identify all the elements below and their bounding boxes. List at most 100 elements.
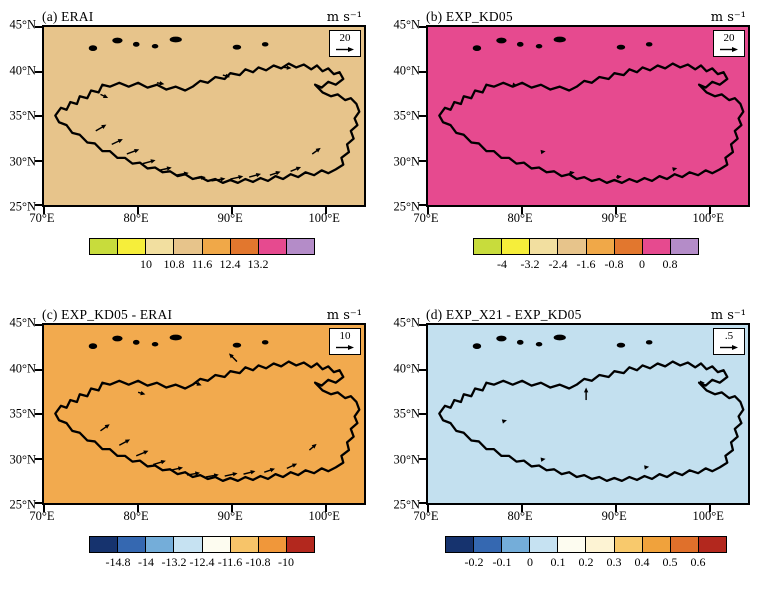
panel-a-x-axis: 70°E 80°E 90°E 100°E: [29, 207, 362, 227]
x-tick-mark: [615, 505, 618, 512]
panel-d-x-axis: 70°E 80°E 90°E 100°E: [413, 505, 746, 525]
y-tick-mark: [35, 70, 42, 73]
colorbar-tick-label: -14: [138, 555, 154, 569]
y-tick-label: 45°N: [393, 315, 420, 330]
colorbar-cell: [90, 537, 119, 552]
panel-d-colorbar: [445, 536, 727, 553]
panel-d-colorbar-labels: -0.2 -0.1 0 0.1 0.2 0.3 0.4 0.5 0.6: [446, 555, 726, 570]
panel-d: (d) EXP_X21 - EXP_KD05 m s⁻¹ 45°N 40°N 35°…: [386, 300, 770, 598]
y-tick-mark: [35, 502, 42, 504]
x-tick-label: 80°E: [123, 211, 149, 225]
panel-b-colorbar-labels: -4 -3.2 -2.4 -1.6 -0.8 0 0.8: [474, 257, 698, 272]
wind-vector: [616, 174, 622, 180]
y-tick-mark: [35, 368, 42, 371]
wind-vector: [205, 473, 219, 478]
wind-vector: [95, 124, 107, 132]
panel-b-colorbar-wrap: -4 -3.2 -2.4 -1.6 -0.8 0 0.8: [426, 238, 746, 272]
colorbar-tick-label: 13.2: [247, 257, 269, 271]
reference-arrow-icon: [720, 46, 738, 52]
panel-b-reference-vector: 20: [713, 30, 745, 57]
wind-vector: [135, 450, 149, 457]
x-tick-label: 90°E: [217, 509, 243, 523]
wind-vector: [111, 139, 123, 146]
wind-vector: [126, 148, 140, 155]
panel-b-units: m s⁻¹: [710, 10, 746, 25]
panel-a-header: (a) ERAI m s⁻¹: [42, 6, 362, 25]
wind-vector: [583, 387, 589, 401]
y-tick-mark: [419, 26, 426, 28]
panel-d-map-wrap: 45°N 40°N 35°N 30°N 25°N .5: [390, 316, 770, 512]
island-contour: [472, 45, 482, 52]
panel-c-header: (c) EXP_KD05 - ERAI m s⁻¹: [42, 304, 362, 323]
y-tick-label: 40°N: [393, 63, 420, 77]
island-contour: [553, 36, 566, 43]
colorbar-tick-label: 0.1: [550, 555, 566, 569]
island-contour: [472, 343, 482, 350]
colorbar-tick-label: 11.6: [191, 257, 213, 271]
wind-vector: [248, 172, 261, 178]
wind-vector: [286, 463, 298, 470]
colorbar-tick-label: -11.6: [217, 555, 243, 569]
colorbar-tick-label: 0.4: [634, 555, 650, 569]
panel-c-map: 10: [35, 323, 366, 512]
panel-a: (a) ERAI m s⁻¹ 45°N 40°N 35°N 30°N 25°N 20 7…: [2, 2, 386, 300]
x-tick-mark: [137, 505, 140, 512]
colorbar-cell: [146, 239, 175, 254]
y-tick-label: 45°N: [9, 17, 36, 32]
x-tick-label: 80°E: [507, 509, 533, 523]
colorbar-cell: [202, 537, 231, 552]
reference-arrow-icon: [336, 344, 354, 350]
colorbar-cell: [670, 239, 698, 254]
colorbar-tick-label: 0: [527, 555, 533, 569]
x-tick-mark: [137, 207, 140, 214]
island-contour: [645, 340, 653, 345]
x-tick-mark: [709, 505, 712, 512]
wind-vector: [228, 353, 238, 363]
colorbar-tick-label: -0.2: [464, 555, 484, 569]
wind-vector: [211, 177, 226, 182]
y-tick-mark: [419, 502, 426, 504]
y-tick-label: 40°N: [9, 63, 36, 77]
x-tick-mark: [231, 505, 234, 512]
wind-vector: [308, 443, 317, 451]
y-tick-mark: [419, 368, 426, 371]
colorbar-tick-label: -14.8: [105, 555, 131, 569]
x-tick-label: 90°E: [217, 211, 243, 225]
colorbar-tick-label: -12.4: [189, 555, 215, 569]
panel-c-y-axis: 45°N 40°N 35°N 30°N 25°N: [6, 316, 42, 512]
y-tick-mark: [35, 115, 42, 117]
colorbar-tick-label: -1.6: [576, 257, 596, 271]
wind-vector: [100, 93, 109, 99]
wind-vector: [283, 65, 292, 70]
panel-c-colorbar: [89, 536, 315, 553]
panel-c-x-axis: 70°E 80°E 90°E 100°E: [29, 505, 362, 525]
colorbar-cell: [118, 239, 147, 254]
reference-arrow-icon: [720, 344, 738, 350]
y-tick-label: 40°N: [9, 361, 36, 375]
y-tick-label: 30°N: [393, 154, 420, 168]
wind-vector: [230, 175, 244, 180]
y-tick-mark: [35, 324, 42, 326]
y-tick-label: 25°N: [393, 199, 420, 214]
y-tick-label: 45°N: [9, 315, 36, 330]
x-tick-label: 70°E: [413, 509, 439, 523]
panel-b-colorbar: [473, 238, 699, 255]
y-tick-label: 45°N: [393, 17, 420, 32]
y-tick-mark: [35, 413, 42, 415]
y-tick-label: 35°N: [393, 108, 420, 123]
x-tick-label: 80°E: [507, 211, 533, 225]
island-contour: [496, 37, 507, 44]
panel-c-reference-vector: 10: [329, 328, 361, 355]
colorbar-cell: [286, 537, 314, 552]
wind-vector: [192, 175, 206, 181]
wind-vector: [175, 171, 189, 176]
island-contour: [151, 342, 159, 347]
colorbar-tick-label: -3.2: [520, 257, 540, 271]
panel-a-map-wrap: 45°N 40°N 35°N 30°N 25°N 20: [6, 18, 386, 214]
colorbar-cell: [446, 537, 475, 552]
island-contour: [232, 44, 242, 50]
colorbar-cell: [642, 239, 671, 254]
colorbar-cell: [258, 239, 287, 254]
y-tick-label: 25°N: [9, 497, 36, 512]
wind-vector: [169, 466, 184, 471]
